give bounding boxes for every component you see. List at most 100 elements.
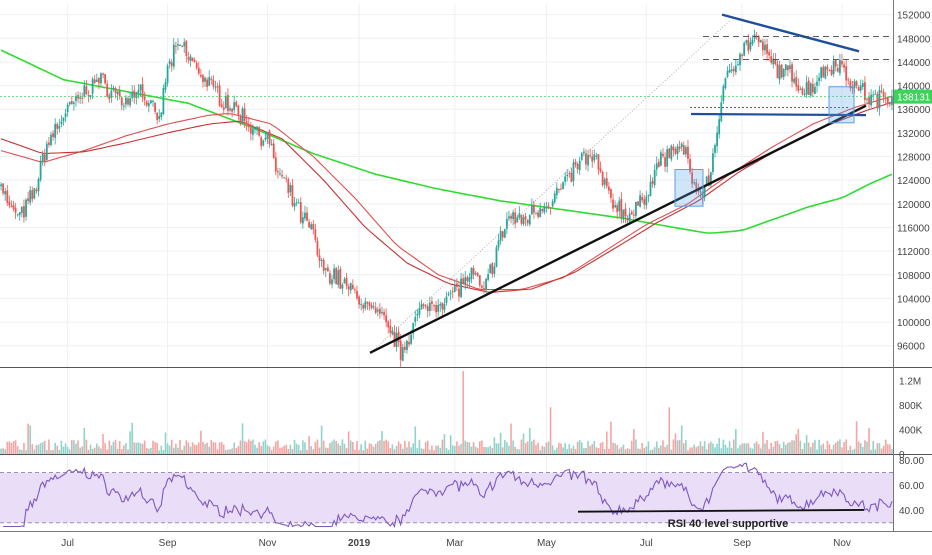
candle-body (187, 57, 190, 60)
candle-body (626, 217, 629, 221)
volume-bar (593, 441, 596, 454)
volume-bar (560, 443, 562, 454)
candle-body (499, 231, 502, 241)
volume-bar (795, 434, 798, 454)
candle-body (170, 62, 173, 67)
channel-guide-line (371, 20, 731, 352)
volume-bar (139, 443, 142, 454)
candle-body (811, 83, 814, 93)
price-tick-label: 96000 (897, 342, 925, 353)
candle-body (93, 79, 96, 83)
candle-body (301, 217, 304, 224)
candle-body (20, 206, 23, 213)
candle-body (129, 98, 131, 106)
volume-tick-label: 1.2M (899, 376, 921, 387)
candle-body (387, 321, 390, 328)
candle-body (657, 161, 660, 168)
candle-body (818, 77, 821, 81)
candle-body (888, 103, 891, 105)
candle-body (537, 212, 539, 217)
volume-bar (48, 439, 50, 454)
volume-bar (610, 421, 612, 454)
candle-body (772, 58, 775, 65)
volume-bar (152, 440, 154, 454)
candle-body (206, 79, 209, 87)
candle-body (345, 277, 348, 286)
candle-body (847, 79, 850, 81)
volume-bar (687, 450, 689, 454)
volume-bar (581, 442, 583, 454)
price-tick-label: 104000 (897, 294, 931, 305)
candle-body (730, 69, 733, 72)
candle-body (643, 199, 646, 205)
volume-bar (855, 421, 858, 454)
volume-bar (680, 425, 683, 454)
price-tick-label: 140000 (897, 82, 931, 93)
candle-body (668, 148, 671, 158)
candle-body (816, 81, 818, 86)
volume-bar (87, 449, 90, 454)
volume-bar (62, 446, 65, 454)
price-tick-label: 108000 (897, 271, 931, 282)
volume-bar (56, 445, 59, 454)
candle-body (880, 90, 883, 92)
volume-bar (628, 448, 631, 454)
candle-body (287, 179, 290, 194)
candle-body (866, 98, 868, 100)
candle-body (851, 87, 854, 89)
volume-bar (250, 440, 252, 454)
volume-bar (154, 442, 156, 454)
volume-bar (439, 447, 442, 454)
candle-body (89, 95, 92, 97)
candle-body (270, 143, 273, 145)
volume-bar (341, 439, 344, 454)
volume-bar (266, 445, 269, 454)
candle-body (154, 102, 156, 112)
candle-body (574, 161, 577, 165)
candle-body (491, 263, 494, 275)
volume-bar (370, 444, 373, 454)
volume-bar (285, 444, 288, 454)
volume-bar (499, 432, 502, 454)
volume-bar (318, 447, 321, 454)
volume-bar (125, 443, 127, 454)
candle-body (335, 267, 338, 285)
volume-bar (58, 449, 61, 454)
volume-bar (324, 447, 327, 454)
volume-bar (389, 448, 392, 454)
candle-body (728, 69, 731, 73)
candle-body (545, 207, 548, 209)
volume-bar (834, 442, 837, 454)
candle-body (272, 143, 275, 158)
volume-bar (335, 441, 337, 454)
drawing-tools (0, 13, 893, 354)
candle-body (480, 285, 483, 288)
volume-bar (168, 445, 171, 454)
volume-bar (739, 445, 741, 454)
volume-bar (474, 446, 477, 454)
volume-bar (859, 443, 862, 454)
candle-body (861, 83, 864, 87)
volume-bar (299, 450, 302, 454)
volume-bar (52, 449, 54, 454)
candle-body (886, 97, 889, 104)
moving-averages (0, 49, 893, 293)
volume-bar (828, 444, 831, 454)
volume-bar (768, 449, 770, 454)
candle-body (530, 204, 533, 215)
candle-body (693, 182, 696, 184)
volume-bar (229, 449, 231, 454)
candle-body (607, 186, 610, 191)
candle-body (508, 216, 510, 219)
volume-bar (774, 441, 777, 454)
candle-body (766, 44, 768, 54)
candle-body (655, 163, 658, 170)
volume-bar (137, 442, 140, 454)
candle-body (780, 64, 783, 78)
candle-body (447, 293, 450, 296)
volume-bar (522, 433, 525, 454)
volume-bar (526, 441, 529, 454)
volume-bar (379, 440, 381, 454)
